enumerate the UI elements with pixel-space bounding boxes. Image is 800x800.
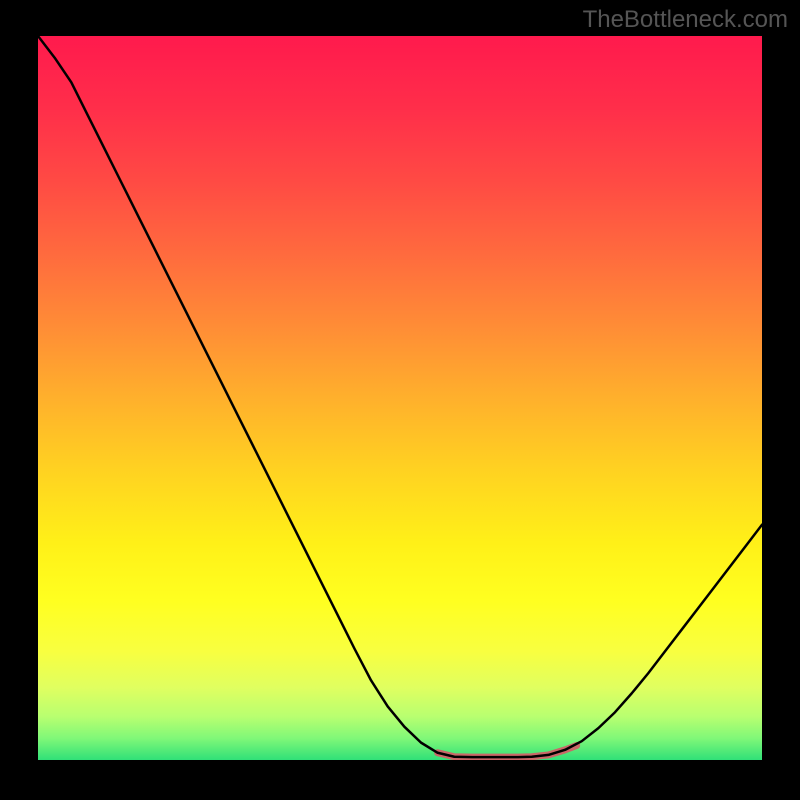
plot-area	[38, 36, 762, 760]
chart-container: TheBottleneck.com	[0, 0, 800, 800]
watermark-text: TheBottleneck.com	[583, 6, 788, 34]
highlight-segment	[438, 746, 577, 758]
curve-svg	[38, 36, 762, 760]
bottleneck-curve	[38, 36, 762, 757]
